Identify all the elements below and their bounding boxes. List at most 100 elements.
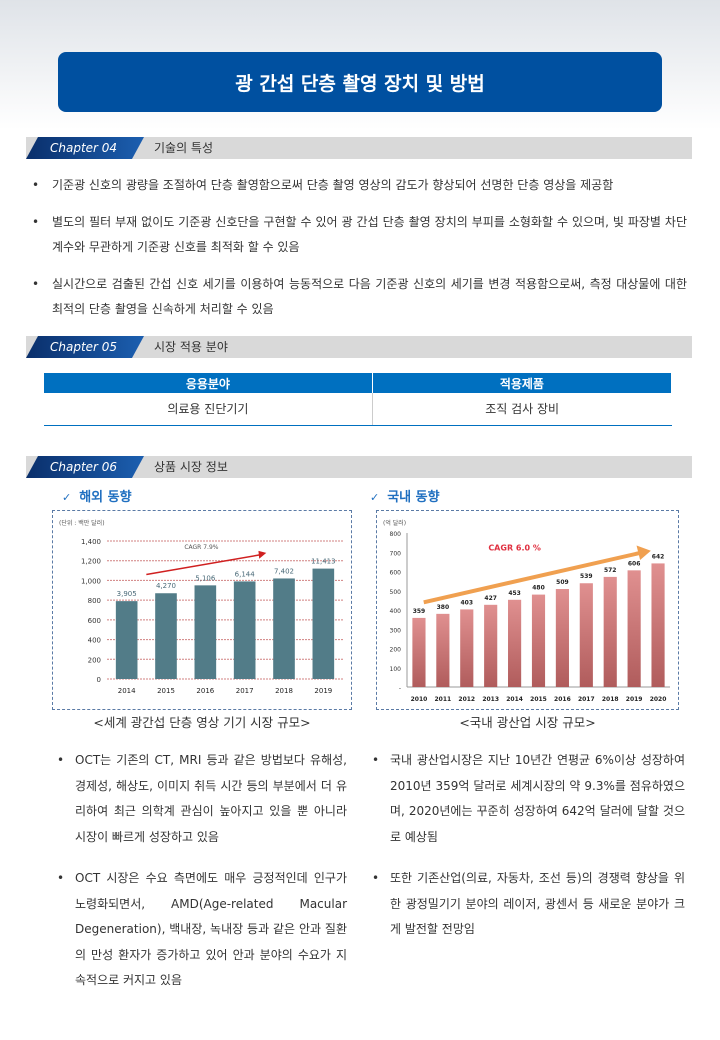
table-header: 적용제품 (372, 373, 673, 393)
x-tick-label: 2019 (314, 687, 332, 695)
data-label: 427 (484, 595, 497, 602)
x-tick-label: 2016 (196, 687, 214, 695)
data-label: 4,270 (156, 582, 176, 590)
overseas-chart-box: (단위 : 백만 달러) 0 200 400 600 800 1,000 1,200 1,400… (52, 510, 352, 710)
data-label: 480 (532, 585, 545, 592)
arrow-head (258, 550, 267, 559)
x-tick-label: 2012 (458, 696, 475, 703)
feature-bullet: 실시간으로 검출된 간섭 신호 세기를 이용하여 능동적으로 다음 기준광 신호… (32, 272, 687, 322)
bar (436, 613, 450, 687)
data-label: 3,905 (117, 590, 137, 598)
y-tick-label: 200 (390, 647, 402, 654)
bar (531, 594, 546, 687)
table-cell: 조직 검사 장비 (372, 393, 672, 426)
y-tick-label: 200 (88, 656, 101, 664)
domestic-chart-box: (억 달러) - 100 200 300 400 500 600 700 800 359 2010 38… (376, 510, 679, 710)
market-bullet: OCT는 기존의 CT, MRI 등과 같은 방법보다 유해성, 경제성, 해상… (57, 748, 347, 850)
bar (460, 609, 474, 687)
bar (508, 599, 522, 687)
overseas-chart-caption: <세계 광간섭 단층 영상 기기 시장 규모> (93, 715, 311, 730)
table-cell: 의료용 진단기기 (44, 393, 373, 426)
bar (555, 589, 569, 687)
x-tick-label: 2013 (482, 696, 499, 703)
cagr-annotation: CAGR 6.0 % (488, 543, 541, 552)
unit-label: (억 달러) (383, 519, 406, 527)
overseas-title: 해외 동향 (79, 490, 132, 505)
y-tick-label: 300 (390, 627, 402, 634)
table-row: 의료용 진단기기 조직 검사 장비 (44, 393, 672, 426)
trend-arrow (146, 554, 261, 576)
domestic-title: 국내 동향 (387, 490, 440, 505)
table-header: 응용분야 (44, 373, 373, 393)
x-tick-label: 2017 (578, 696, 595, 703)
y-tick-label: 800 (88, 597, 101, 605)
data-label: 572 (604, 567, 617, 574)
data-label: 380 (437, 604, 450, 611)
bar (651, 563, 665, 687)
chapter-label: 기술의 특성 (154, 141, 214, 155)
domestic-chart-caption: <국내 광산업 시장 규모> (459, 715, 596, 730)
check-icon: ✓ (62, 491, 72, 504)
data-label: 403 (461, 599, 474, 606)
overseas-subtitle: ✓ 해외 동향 (62, 486, 132, 505)
bar (484, 604, 498, 687)
y-tick-label: 1,400 (81, 538, 101, 546)
application-table: 응용분야 적용제품 의료용 진단기기 조직 검사 장비 (44, 373, 673, 426)
x-tick-label: 2011 (435, 696, 452, 703)
chapter-tag: Chapter 05 (26, 336, 144, 358)
x-tick-label: 2015 (157, 687, 175, 695)
x-tick-label: 2015 (530, 696, 547, 703)
x-tick-label: 2010 (411, 696, 428, 703)
chapter-05-header: Chapter 05 시장 적용 분야 (26, 336, 692, 358)
domestic-text: 국내 광산업시장은 지난 10년간 연평균 6%이상 성장하여 2010년 35… (370, 748, 685, 959)
x-tick-label: 2019 (626, 696, 643, 703)
x-tick-label: 2014 (506, 696, 523, 703)
domestic-subtitle: ✓ 국내 동향 (370, 486, 440, 505)
x-tick-label: 2017 (236, 687, 254, 695)
x-tick-label: 2014 (118, 687, 136, 695)
arrow-head (636, 545, 651, 560)
bar (273, 578, 295, 679)
data-label: 359 (413, 608, 426, 615)
y-tick-label: - (399, 685, 401, 692)
y-tick-label: 1,000 (81, 577, 101, 585)
bar (155, 593, 177, 679)
domestic-chart: (억 달러) - 100 200 300 400 500 600 700 800 359 2010 38… (383, 519, 670, 703)
chapter-tag: Chapter 04 (26, 137, 144, 159)
y-tick-label: 400 (390, 608, 402, 615)
y-tick-label: 800 (390, 531, 402, 538)
page-title: 광 간섭 단층 촬영 장치 및 방법 (58, 52, 662, 112)
data-label: 453 (508, 590, 521, 597)
chapter-label: 시장 적용 분야 (154, 340, 228, 354)
unit-label: (단위 : 백만 달러) (59, 519, 105, 527)
market-bullet: OCT 시장은 수요 측면에도 매우 긍정적인데 인구가 노령화되면서, AMD… (57, 866, 347, 994)
y-tick-label: 0 (97, 676, 101, 684)
bar (233, 581, 256, 679)
y-tick-label: 600 (88, 617, 101, 625)
data-label: 6,144 (235, 570, 256, 578)
chapter-label: 상품 시장 정보 (154, 460, 228, 474)
bar (627, 570, 641, 687)
data-label: 5,106 (195, 574, 216, 582)
y-tick-label: 700 (390, 550, 402, 557)
data-label: 11,413 (311, 558, 336, 566)
y-tick-label: 100 (390, 666, 402, 673)
chapter-04-header: Chapter 04 기술의 특성 (26, 137, 692, 159)
bar (312, 568, 335, 679)
bar (603, 576, 617, 687)
x-tick-label: 2016 (554, 696, 571, 703)
chapter-06-header: Chapter 06 상품 시장 정보 (26, 456, 692, 478)
x-tick-label: 2020 (650, 696, 667, 703)
feature-bullet: 기준광 신호의 광량을 조절하여 단층 촬영함으로써 단층 촬영 영상의 감도가… (32, 173, 687, 198)
market-bullet: 또한 기존산업(의료, 자동차, 조선 등)의 경쟁력 향상을 위한 광정밀기기… (372, 866, 685, 943)
market-bullet: 국내 광산업시장은 지난 10년간 연평균 6%이상 성장하여 2010년 35… (372, 748, 685, 850)
x-tick-label: 2018 (275, 687, 293, 695)
y-tick-label: 600 (390, 570, 402, 577)
data-label: 642 (652, 553, 665, 560)
data-label: 509 (556, 579, 569, 586)
bar (412, 617, 426, 687)
bar (115, 601, 138, 679)
data-label: 606 (628, 560, 641, 567)
overseas-text: OCT는 기존의 CT, MRI 등과 같은 방법보다 유해성, 경제성, 해상… (55, 748, 347, 1010)
cagr-annotation: CAGR 7.9% (184, 544, 218, 551)
